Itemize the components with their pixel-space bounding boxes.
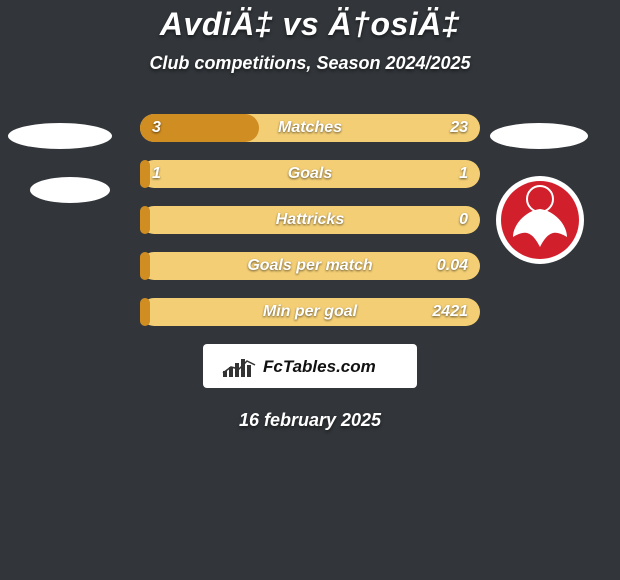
- brand-box: FcTables.com: [203, 344, 417, 388]
- stat-left-value: 1: [152, 160, 161, 188]
- left-player-marker-1: [8, 123, 112, 149]
- stat-row-hattricks: Hattricks0: [140, 206, 480, 234]
- brand-text: FcTables.com: [263, 357, 376, 376]
- stat-right-value: 2421: [432, 298, 468, 326]
- stat-row-matches: Matches3 23: [140, 114, 480, 142]
- stat-label: Goals: [140, 160, 480, 188]
- date-label: 16 february 2025: [0, 410, 620, 431]
- brand-logo: FcTables.com: [215, 351, 405, 381]
- stat-label: Matches: [140, 114, 480, 142]
- right-player-marker: [490, 123, 588, 149]
- left-player-marker-2: [30, 177, 110, 203]
- stat-right-value: 0: [459, 206, 468, 234]
- stat-row-goals-per-match: Goals per match0.04: [140, 252, 480, 280]
- club-badge: [495, 175, 585, 265]
- stat-row-min-per-goal: Min per goal2421: [140, 298, 480, 326]
- stat-right-value: 1: [459, 160, 468, 188]
- stats-bars: Matches3 23 Goals1 1 Hattricks0 Goals per mat…: [140, 114, 480, 326]
- stat-right-value: 0.04: [437, 252, 468, 280]
- stat-label: Goals per match: [140, 252, 480, 280]
- page-title: AvdiÄ‡ vs Ä†osiÄ‡: [0, 0, 620, 43]
- stat-label: Hattricks: [140, 206, 480, 234]
- stat-left-value: 3: [152, 114, 161, 142]
- stat-right-value: 23: [450, 114, 468, 142]
- stat-label: Min per goal: [140, 298, 480, 326]
- page-subtitle: Club competitions, Season 2024/2025: [0, 53, 620, 74]
- stat-row-goals: Goals1 1: [140, 160, 480, 188]
